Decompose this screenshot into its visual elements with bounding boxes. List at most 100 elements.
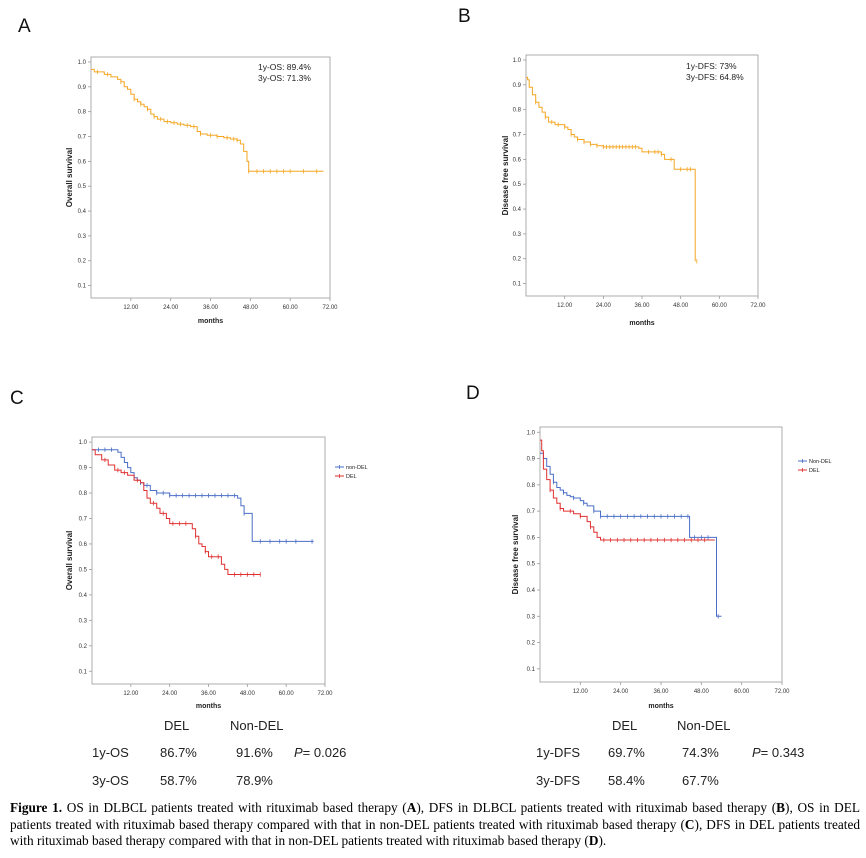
x-tick-label: 48.00 [673,303,689,309]
y-tick-label: 0.9 [527,457,536,463]
y-axis-label: Overall survival [65,531,74,591]
y-tick-label: 1.0 [78,60,87,66]
caption-part1: OS in DLBCL patients treated with rituxi… [62,800,407,815]
x-tick-label: 12.00 [573,689,589,695]
legend-label: DEL [346,474,357,480]
caption-label-b: B [776,800,786,815]
y-tick-label: 0.4 [513,207,522,213]
x-tick-label: 72.00 [750,303,766,309]
x-axis-label: months [196,703,221,710]
y-tick-label: 0.8 [513,108,522,114]
y-tick-label: 0.1 [79,669,88,675]
survival-annotation: 3y-OS: 71.3% [258,73,311,83]
y-tick-label: 0.7 [513,133,522,139]
stats-c-row2-nondel: 78.9% [236,773,273,788]
y-tick-label: 0.2 [79,644,88,650]
stats-d-header-del: DEL [612,718,638,733]
y-tick-label: 0.6 [513,157,522,163]
x-tick-label: 48.00 [694,689,710,695]
series-line-del [92,449,261,575]
plot-frame [539,426,783,683]
panel-letter-c: C [10,388,24,409]
stats-d-row1-del: 69.7% [608,745,645,760]
y-tick-label: 0.4 [527,588,536,594]
stats-c-p-label: P [294,745,303,760]
stats-d-p-number: = 0.343 [760,745,805,760]
y-tick-label: 0.1 [527,667,536,673]
caption-part4: ), DFS in DEL patients treated with ritu… [10,816,860,849]
x-axis-label: months [198,318,223,325]
y-tick-label: 0.3 [79,618,88,624]
series-line-all [91,68,324,172]
y-tick-label: 0.8 [79,491,88,497]
y-axis-label: Overall survival [65,148,74,208]
x-tick-label: 72.00 [774,689,790,695]
series-line-del [540,439,715,541]
x-tick-label: 60.00 [279,691,295,697]
plot-frame [90,56,331,299]
caption-lead: Figure 1. [10,800,63,815]
y-tick-label: 0.9 [78,85,87,91]
y-tick-label: 0.5 [513,182,522,188]
stats-c-row2-label: 3y-OS [92,773,129,788]
y-tick-label: 0.5 [78,184,87,190]
plot-frame [525,54,759,297]
x-tick-label: 36.00 [634,303,650,309]
legend-label: non-DEL [346,465,368,471]
y-tick-label: 0.5 [79,567,88,573]
survival-annotation: 3y-DFS: 64.8% [686,72,744,82]
y-tick-label: 0.1 [78,284,87,290]
y-tick-label: 0.3 [527,614,536,620]
stats-c-header-nondel: Non-DEL [230,718,284,733]
y-tick-label: 0.3 [513,232,522,238]
y-tick-label: 0.2 [513,257,522,263]
x-tick-label: 36.00 [653,689,669,695]
x-tick-label: 12.00 [123,305,139,311]
y-axis-label: Disease free survival [511,515,520,595]
caption-part2: ), DFS in DLBCL patients treated with ri… [416,800,777,815]
y-tick-label: 0.7 [78,135,87,141]
legend-label: Non-DEL [809,459,832,465]
y-tick-label: 0.2 [78,259,87,265]
y-tick-label: 1.0 [527,430,536,436]
y-tick-label: 1.0 [79,440,88,446]
caption-part3: ), OS in DEL patients treated with ritux… [10,800,860,832]
stats-c-row1-label: 1y-OS [92,745,129,760]
x-tick-label: 24.00 [596,303,612,309]
x-tick-label: 36.00 [201,691,217,697]
x-axis-label: months [648,703,673,710]
x-tick-label: 24.00 [613,689,629,695]
x-tick-label: 72.00 [317,691,333,697]
stats-d-row2-del: 58.4% [608,773,645,788]
x-tick-label: 36.00 [203,305,219,311]
stats-c-header-del: DEL [164,718,190,733]
stats-d-row2-label: 3y-DFS [536,773,581,788]
series-line-non-del [540,452,722,617]
x-tick-label: 12.00 [123,691,139,697]
x-tick-label: 60.00 [734,689,750,695]
caption-part5: ). [598,833,607,848]
y-tick-label: 0.4 [78,209,87,215]
x-tick-label: 60.00 [712,303,728,309]
caption-label-d: D [588,833,599,848]
stats-d-p-value: P= 0.343 [752,745,804,760]
survival-annotation: 1y-DFS: 73% [686,61,737,71]
series-line-non-del [92,449,314,542]
x-tick-label: 48.00 [243,305,259,311]
y-axis-label: Disease free survival [501,136,510,216]
stats-d-row1-nondel: 74.3% [682,745,719,760]
stats-c-p-value: P= 0.026 [294,745,346,760]
stats-c-p-number: = 0.026 [302,745,347,760]
legend-label: DEL [809,468,820,474]
caption-label-a: A [406,800,417,815]
y-tick-label: 0.2 [527,641,536,647]
y-tick-label: 0.3 [78,234,87,240]
survival-annotation: 1y-OS: 89.4% [258,62,311,72]
plot-frame [91,436,326,685]
x-tick-label: 12.00 [557,303,573,309]
y-tick-label: 0.8 [78,110,87,116]
y-tick-label: 0.1 [513,282,522,288]
